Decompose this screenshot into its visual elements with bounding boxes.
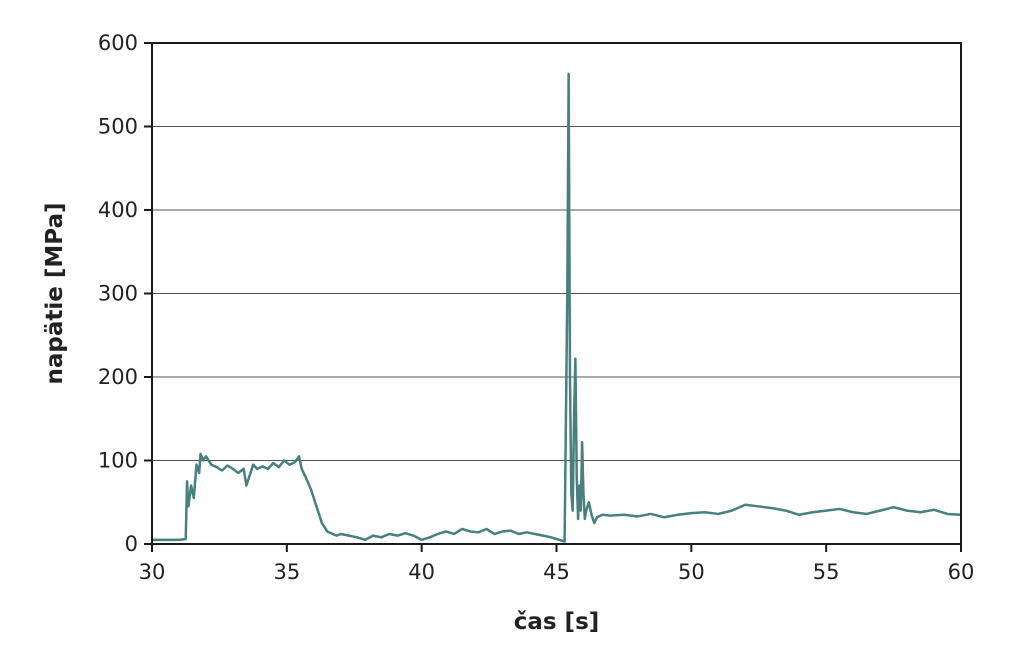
y-tick-label: 300	[98, 282, 138, 306]
x-tick-label: 35	[273, 560, 300, 584]
y-tick-label: 600	[98, 31, 138, 55]
x-axis-title: čas [s]	[514, 609, 600, 635]
y-axis-title: napätie [MPa]	[42, 202, 68, 384]
x-tick-label: 45	[543, 560, 570, 584]
y-tick-label: 500	[98, 115, 138, 139]
y-tick-label: 400	[98, 198, 138, 222]
y-tick-label: 100	[98, 449, 138, 473]
gridlines	[152, 126, 961, 461]
x-tick-label: 55	[813, 560, 840, 584]
series-line	[152, 72, 962, 543]
x-tick-label: 40	[408, 560, 435, 584]
x-tick-label: 60	[948, 560, 975, 584]
y-tick-label: 200	[98, 365, 138, 389]
axis-ticks: 0 100 200 300 400 500 600 30 35 40 45 50 55 60	[98, 31, 974, 584]
y-tick-label: 0	[125, 532, 138, 556]
x-tick-label: 30	[139, 560, 166, 584]
x-tick-label: 50	[678, 560, 705, 584]
